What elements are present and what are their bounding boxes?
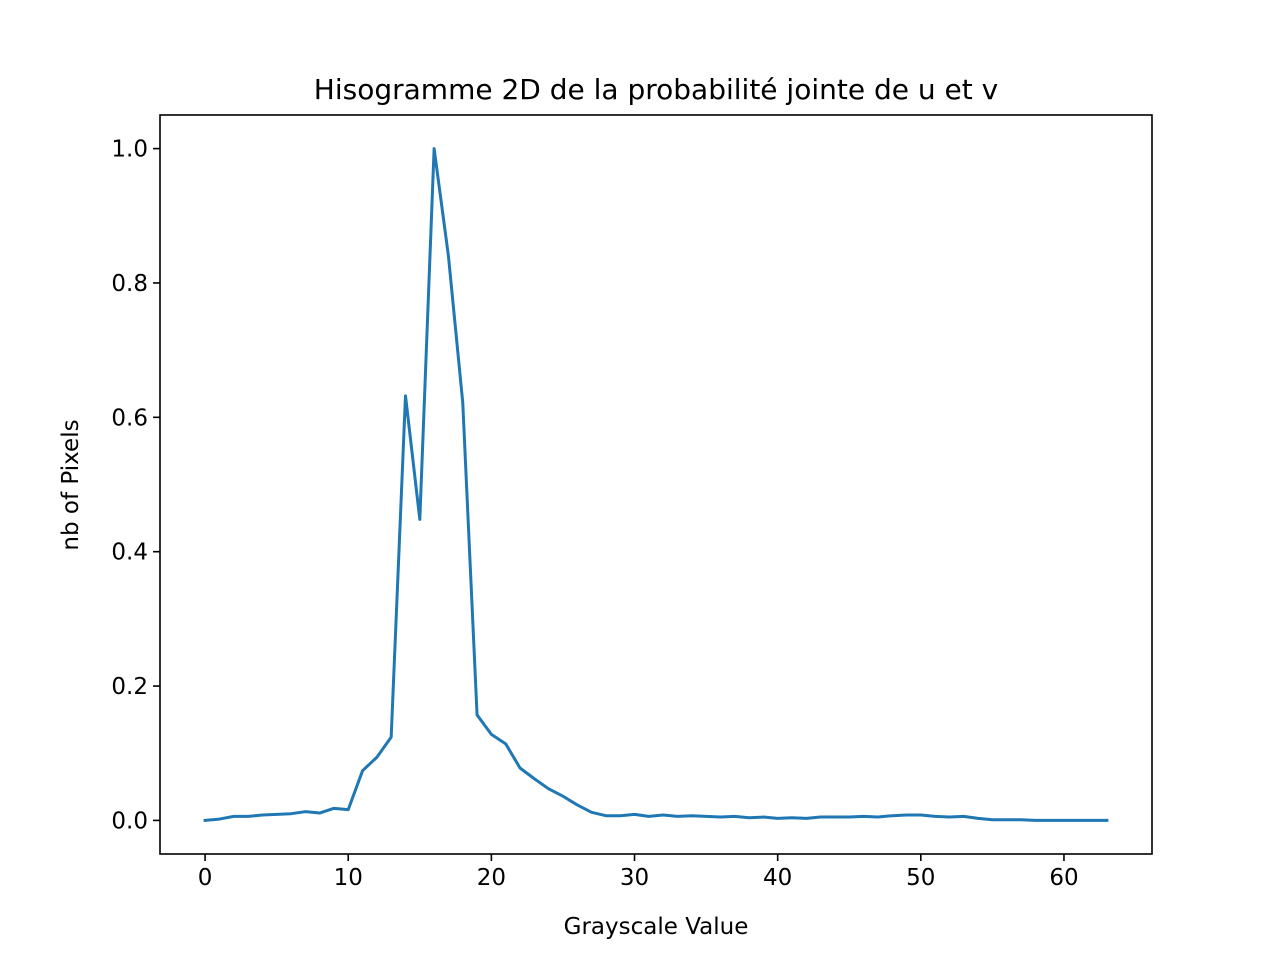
x-tick-label: 40 bbox=[763, 865, 792, 891]
x-axis-label: Grayscale Value bbox=[564, 914, 749, 940]
x-axis: 0 10 20 30 40 50 60 bbox=[198, 854, 1079, 891]
y-tick-label: 0.8 bbox=[111, 271, 148, 297]
y-tick-label: 1.0 bbox=[111, 137, 148, 163]
x-tick-label: 50 bbox=[906, 865, 935, 891]
plot-frame bbox=[159, 114, 1153, 855]
y-tick-label: 0.4 bbox=[111, 540, 148, 566]
x-tick-label: 10 bbox=[334, 865, 363, 891]
x-tick-label: 20 bbox=[477, 865, 506, 891]
y-axis: 0.0 0.2 0.4 0.6 0.8 1.0 bbox=[111, 137, 160, 834]
series-line-0 bbox=[203, 147, 1109, 823]
y-tick-label: 0.6 bbox=[111, 405, 148, 431]
x-tick-label: 30 bbox=[620, 865, 649, 891]
series-group bbox=[203, 147, 1109, 823]
x-tick-label: 0 bbox=[198, 865, 213, 891]
y-tick-label: 0.0 bbox=[111, 808, 148, 834]
y-axis-label: nb of Pixels bbox=[58, 419, 84, 550]
chart-title: Hisogramme 2D de la probabilité jointe d… bbox=[314, 73, 998, 106]
y-tick-label: 0.2 bbox=[111, 674, 148, 700]
x-tick-label: 60 bbox=[1049, 865, 1078, 891]
